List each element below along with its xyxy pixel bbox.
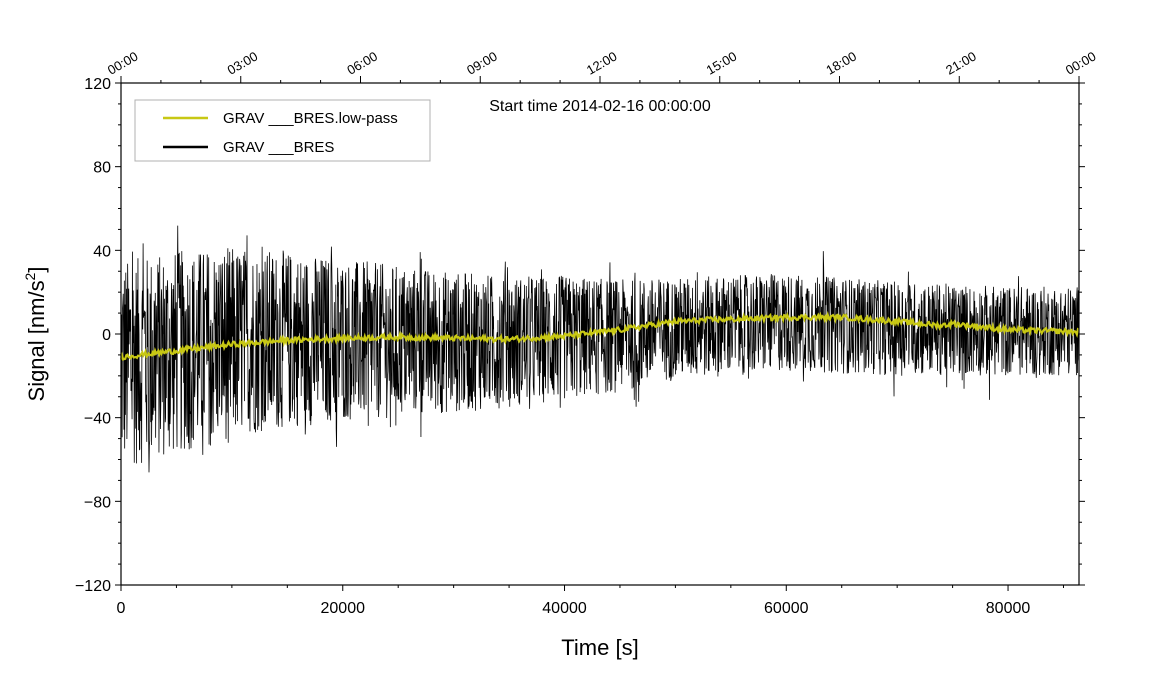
top-tick-label: 21:00 <box>943 48 979 77</box>
x-tick-label: 60000 <box>764 600 809 617</box>
legend-label-raw: GRAV ___BRES <box>223 139 334 156</box>
top-tick-label: 15:00 <box>704 48 740 77</box>
y-tick-label: −80 <box>84 494 111 511</box>
y-tick-label: 120 <box>84 76 111 93</box>
top-tick-label: 18:00 <box>823 48 859 77</box>
series-raw-line <box>120 225 1080 473</box>
y-tick-label: 0 <box>102 327 111 344</box>
y-axis-title-main: Signal [nm/s <box>24 280 49 401</box>
series-low-pass-line <box>119 310 1080 361</box>
top-tick-label: 12:00 <box>584 48 620 77</box>
y-tick-label: −40 <box>84 411 111 428</box>
x-axis-title: Time [s] <box>561 635 638 660</box>
y-tick-label: 80 <box>93 160 111 177</box>
y-axis-title: Signal [nm/s2] <box>22 267 49 402</box>
top-tick-label: 06:00 <box>344 48 380 77</box>
start-time-annotation: Start time 2014-02-16 00:00:00 <box>489 98 711 115</box>
legend-label-low-pass: GRAV ___BRES.low-pass <box>223 110 398 127</box>
y-axis-title-superscript: 2 <box>22 272 38 280</box>
top-tick-label: 09:00 <box>464 48 500 77</box>
top-tick-label: 03:00 <box>225 48 261 77</box>
y-axis-title-close: ] <box>24 267 49 273</box>
x-tick-label: 0 <box>117 600 126 617</box>
legend: GRAV ___BRES.low-pass GRAV ___BRES <box>134 99 431 162</box>
x-tick-label: 80000 <box>986 600 1031 617</box>
legend-box <box>134 99 431 162</box>
y-tick-label: 40 <box>93 243 111 260</box>
top-tick-label: 00:00 <box>105 48 141 77</box>
plot-area <box>119 225 1080 473</box>
x-tick-label: 20000 <box>321 600 366 617</box>
y-tick-label: −120 <box>75 578 111 595</box>
x-tick-label: 40000 <box>542 600 587 617</box>
top-tick-label: 00:00 <box>1063 48 1099 77</box>
